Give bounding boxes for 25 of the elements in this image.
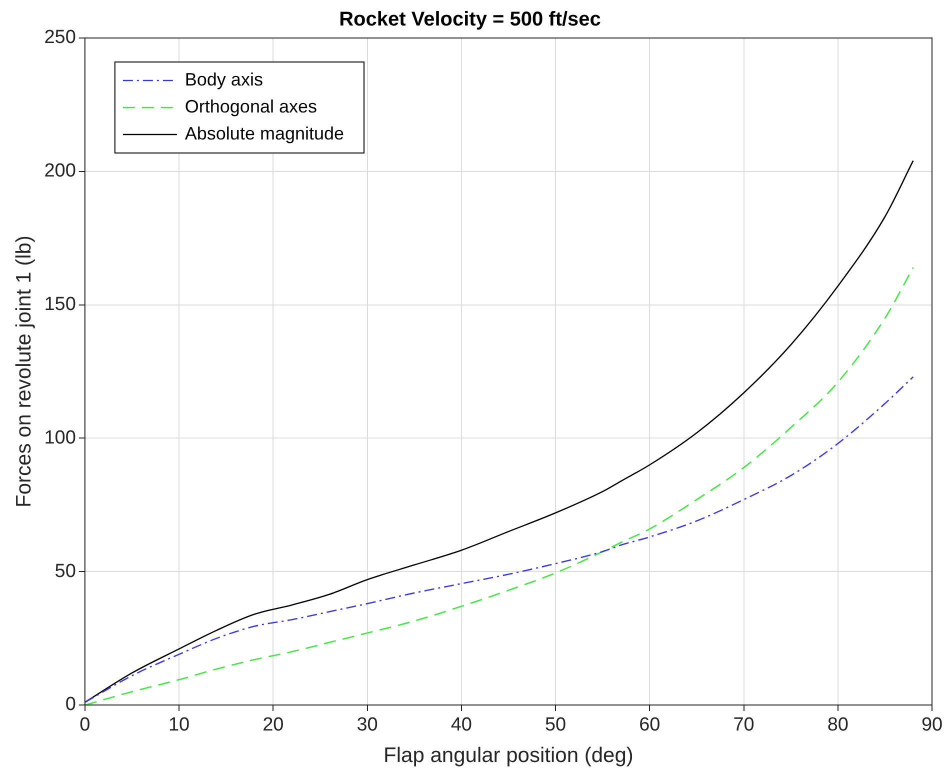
y-tick-label: 200 (44, 160, 76, 182)
y-tick-label: 100 (44, 427, 76, 448)
x-tick-label: 20 (262, 714, 284, 736)
y-tick-label: 50 (54, 560, 76, 582)
x-tick-label: 0 (80, 714, 90, 736)
y-axis-title: Forces on revolute joint 1 (lb) (12, 236, 36, 508)
x-tick-label: 60 (639, 714, 660, 736)
line-series (84, 376, 914, 703)
x-tick-label: 80 (827, 714, 848, 736)
legend-label: Orthogonal axes (184, 96, 317, 116)
legend-label: Body axis (184, 69, 263, 90)
y-tick-label: 250 (44, 27, 76, 48)
chart-title: Rocket Velocity = 500 ft/sec (339, 8, 601, 31)
x-tick-label: 30 (356, 714, 378, 736)
line-series (84, 160, 914, 703)
legend-label: Absolute magnitude (184, 123, 344, 144)
x-tick-label: 50 (544, 714, 566, 736)
y-tick-label: 0 (65, 694, 76, 716)
x-axis-title: Flap angular position (deg) (384, 744, 634, 768)
x-tick-label: 70 (733, 714, 754, 736)
line-series (84, 266, 914, 705)
x-tick-label: 90 (921, 714, 943, 736)
x-tick-label: 40 (450, 714, 472, 736)
y-tick-label: 150 (44, 294, 76, 316)
x-tick-label: 10 (168, 714, 190, 736)
